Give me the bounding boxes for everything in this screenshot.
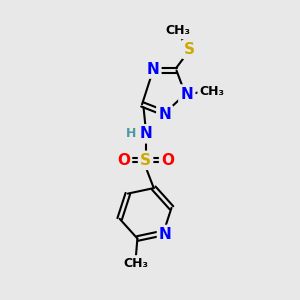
- Text: O: O: [117, 153, 130, 168]
- Text: CH₃: CH₃: [123, 257, 148, 270]
- Text: N: N: [159, 227, 172, 242]
- Text: N: N: [158, 107, 171, 122]
- Text: N: N: [147, 61, 159, 76]
- Text: CH₃: CH₃: [199, 85, 224, 98]
- Text: CH₃: CH₃: [166, 24, 190, 37]
- Text: N: N: [139, 126, 152, 141]
- Text: S: S: [140, 153, 151, 168]
- Text: N: N: [180, 87, 193, 102]
- Text: H: H: [126, 127, 136, 140]
- Text: O: O: [161, 153, 174, 168]
- Text: S: S: [184, 42, 195, 57]
